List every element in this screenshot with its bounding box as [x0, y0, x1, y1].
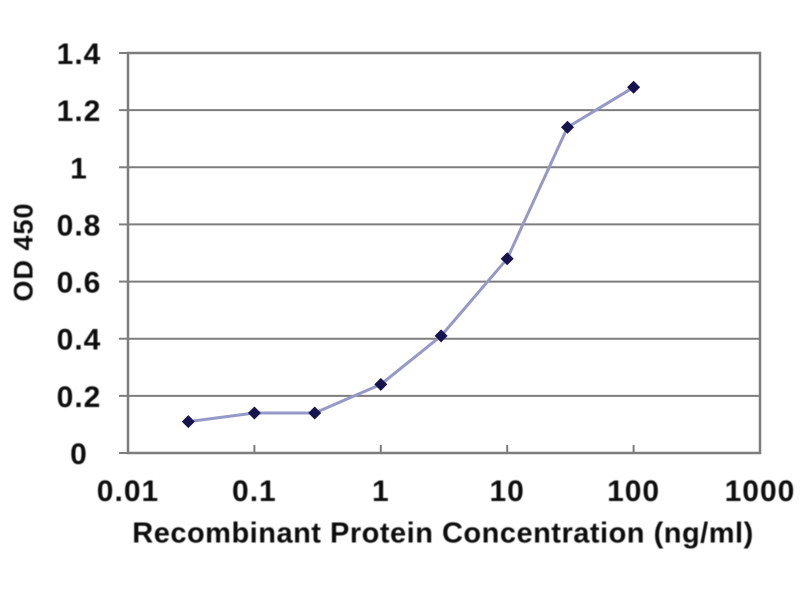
- x-tick-label: 0.01: [97, 475, 159, 508]
- y-tick-label: 1.2: [57, 95, 102, 128]
- y-tick-label: 0: [70, 438, 88, 471]
- y-axis-title: OD 450: [8, 202, 39, 302]
- data-point-marker: [500, 252, 514, 266]
- data-point-marker: [374, 377, 388, 391]
- x-tick-label: 10: [490, 475, 525, 508]
- y-tick-label: 1.4: [57, 38, 102, 71]
- x-tick-label: 100: [607, 475, 660, 508]
- plot-frame: [126, 51, 762, 455]
- data-point-marker: [247, 406, 261, 420]
- x-tick-label: 1: [372, 475, 390, 508]
- y-tick-label: 0.6: [57, 267, 102, 300]
- data-line: [186, 85, 636, 424]
- data-point-marker: [308, 406, 322, 420]
- data-point-marker: [181, 415, 195, 429]
- x-axis-title: Recombinant Protein Concentration (ng/ml…: [132, 517, 754, 550]
- data-point-marker: [434, 329, 448, 343]
- y-tick-label: 1: [70, 152, 88, 185]
- x-tick-label: 1000: [725, 475, 796, 508]
- data-point-marker: [561, 120, 575, 134]
- y-tick-label: 0.4: [57, 324, 102, 357]
- x-tick-label: 0.1: [232, 475, 277, 508]
- y-tick-label: 0.8: [57, 209, 102, 242]
- y-tick-label: 0.2: [57, 381, 102, 414]
- data-point-marker: [627, 80, 641, 94]
